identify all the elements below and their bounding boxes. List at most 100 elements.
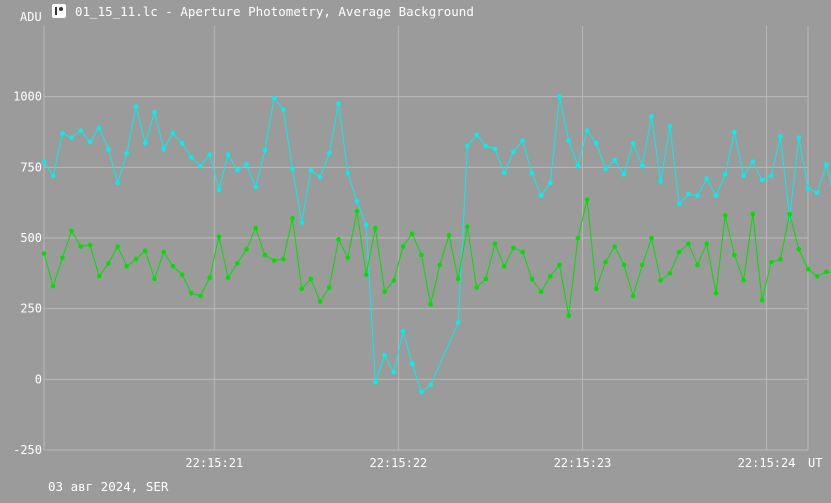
series-2-point — [722, 213, 728, 218]
series-1-point — [529, 170, 535, 176]
series-2-point — [465, 224, 470, 229]
series-1-point — [695, 193, 700, 198]
series-1-point — [667, 124, 673, 129]
series-1-point — [409, 361, 415, 367]
series-1-point — [750, 159, 756, 164]
series-2-point — [253, 225, 258, 231]
series-1-point — [281, 107, 286, 112]
series-1-point — [419, 389, 424, 395]
series-1-point — [262, 148, 268, 153]
series-1-point — [594, 141, 599, 146]
series-1-point — [400, 329, 406, 334]
series-1-point — [50, 173, 56, 179]
y-tick-label: -250 — [13, 443, 42, 457]
series-2-point — [474, 285, 479, 290]
series-2-point — [575, 235, 581, 241]
series-2-point — [548, 273, 553, 279]
series-2-point — [143, 248, 148, 253]
series-2-point — [87, 242, 93, 248]
series-1-point — [161, 146, 166, 152]
series-1-point — [649, 114, 654, 119]
series-1-point — [538, 193, 544, 198]
series-1-point — [216, 187, 222, 193]
series-1-point — [722, 172, 728, 177]
series-1-point — [658, 179, 663, 184]
series-2-point — [400, 244, 406, 249]
series-2-point — [41, 251, 47, 256]
series-2-point — [363, 272, 369, 278]
series-1-point — [143, 141, 148, 146]
series-2-point — [78, 244, 84, 249]
series-2-point — [676, 249, 682, 255]
series-1-point — [759, 177, 765, 183]
series-2-point — [382, 289, 387, 295]
x-axis-unit-label: UT — [808, 456, 822, 470]
series-1-point — [207, 152, 212, 157]
series-1-point — [354, 199, 360, 204]
series-1-point — [133, 104, 139, 109]
series-2-point — [768, 259, 774, 265]
series-2-point — [603, 259, 608, 265]
series-2-point — [225, 275, 231, 280]
series-1-point — [41, 159, 47, 164]
series-2-point — [594, 286, 599, 292]
series-2-point — [106, 261, 111, 266]
series-1-point — [511, 149, 516, 155]
series-2-point — [189, 290, 194, 296]
series-1-point — [768, 173, 774, 179]
x-tick-label: 22:15:22 — [369, 456, 427, 470]
series-1-point — [603, 166, 608, 171]
series-2 — [41, 197, 831, 319]
series-2-point — [437, 262, 443, 268]
series-1-point — [455, 320, 461, 326]
series-2-point — [538, 289, 544, 295]
series-1-point — [612, 158, 617, 163]
series-1-point — [189, 155, 194, 160]
series-1-point — [732, 129, 737, 135]
series-1-point — [271, 95, 277, 101]
series-1-point — [676, 201, 682, 207]
series-1-point — [501, 170, 507, 176]
series-2-point — [308, 276, 314, 282]
series-1-point — [465, 143, 470, 149]
series-2-point — [235, 261, 240, 266]
series-2-point — [759, 297, 765, 303]
series-1-point — [548, 180, 553, 186]
series-1-point — [345, 170, 351, 176]
series-2-point — [612, 244, 617, 249]
series-1-point — [253, 184, 258, 190]
series-1-point — [290, 166, 295, 171]
series-2-point — [170, 264, 176, 269]
series-2-point — [640, 262, 645, 268]
series-1-point — [336, 101, 341, 106]
y-tick-label: 250 — [20, 302, 42, 316]
window-title: 01_15_11.lc - Aperture Photometry, Avera… — [75, 4, 474, 19]
series-2-point — [198, 293, 203, 299]
series-2-point — [124, 264, 130, 269]
series-1-point — [363, 223, 369, 228]
series-2-point — [133, 256, 139, 262]
series-2-point — [713, 290, 719, 296]
series-2-point — [658, 278, 663, 283]
series-2-point — [695, 262, 700, 268]
series-2-point — [566, 313, 571, 319]
footer-date: 03 авг 2024, SER — [48, 479, 169, 494]
series-1-point — [814, 190, 820, 196]
series-1-point — [428, 382, 433, 388]
series-2-point — [741, 278, 746, 283]
series-2-point — [778, 256, 783, 262]
series-1-point — [87, 139, 93, 145]
series-2-point — [290, 215, 295, 221]
series-2-point — [216, 234, 222, 239]
series-2-point — [492, 241, 498, 246]
series-1-point — [152, 109, 157, 115]
series-2-point — [271, 258, 277, 263]
grid-layer — [44, 26, 808, 451]
series-2-point — [317, 299, 323, 304]
series-1-point — [317, 174, 323, 180]
title-bar: 01_15_11.lc - Aperture Photometry, Avera… — [0, 0, 831, 24]
series-2-point — [345, 255, 351, 261]
series-2-point — [391, 278, 397, 283]
series-1-point — [575, 163, 581, 169]
